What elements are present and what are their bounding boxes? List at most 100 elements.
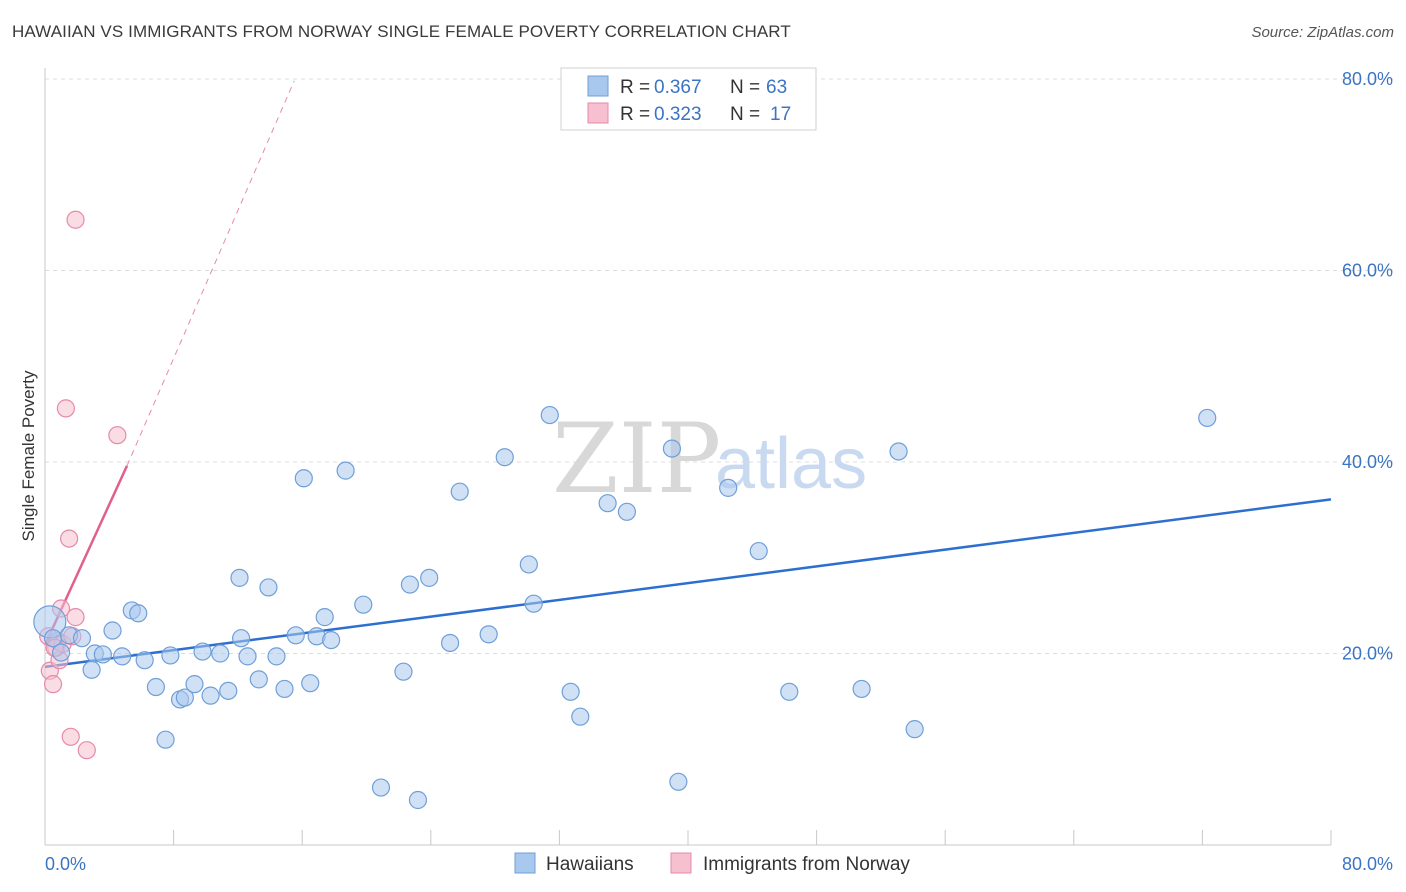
data-point-hawaiians	[249, 670, 268, 689]
correlation-legend: R = 0.367 N = 63 R = 0.323 N = 17	[560, 67, 817, 131]
data-point-hawaiians	[193, 642, 212, 661]
data-point-norway	[77, 741, 96, 760]
legend-r-label: R =	[620, 104, 650, 125]
trend-line-norway-extension	[126, 80, 295, 467]
watermark: ZIP atlas	[552, 403, 867, 515]
watermark-atlas: atlas	[715, 424, 867, 504]
data-point-hawaiians	[201, 686, 220, 705]
data-point-hawaiians	[275, 679, 294, 699]
legend-label-hawaiians: Hawaiians	[546, 854, 634, 875]
data-point-hawaiians	[146, 677, 166, 697]
data-point-norway	[60, 529, 79, 548]
watermark-zip: ZIP	[552, 403, 721, 515]
data-point-hawaiians	[129, 604, 148, 623]
data-point-hawaiians	[51, 643, 71, 662]
data-point-hawaiians	[889, 442, 908, 461]
data-point-hawaiians	[1198, 408, 1217, 428]
data-point-hawaiians	[905, 720, 924, 739]
trend-line-hawaiians	[44, 498, 1332, 669]
data-point-hawaiians	[749, 541, 768, 561]
data-point-hawaiians	[524, 594, 543, 613]
data-point-norway	[56, 399, 75, 418]
data-point-hawaiians	[561, 682, 580, 701]
y-tick-label: 20.0%	[1342, 644, 1393, 664]
data-point-hawaiians	[267, 647, 286, 666]
data-point-hawaiians	[103, 621, 122, 640]
legend-n-label: N =	[730, 104, 760, 125]
data-point-hawaiians	[93, 645, 112, 664]
legend-swatch-hawaiians	[514, 852, 536, 874]
series-immigrants-from-norway	[39, 210, 127, 760]
x-tick-label-min: 0.0%	[45, 854, 86, 874]
data-point-hawaiians	[113, 647, 132, 666]
y-tick-label: 80.0%	[1342, 69, 1393, 89]
data-point-hawaiians	[852, 679, 871, 699]
data-point-hawaiians	[780, 682, 799, 701]
data-point-hawaiians	[72, 629, 92, 648]
y-tick-label: 40.0%	[1342, 452, 1393, 472]
data-point-hawaiians	[185, 675, 204, 694]
data-point-hawaiians	[336, 461, 355, 480]
legend-label-norway: Immigrants from Norway	[703, 854, 910, 875]
data-point-hawaiians	[420, 568, 439, 587]
data-point-hawaiians	[322, 630, 341, 650]
legend-swatch-norway	[670, 852, 692, 874]
data-point-hawaiians	[82, 660, 101, 679]
data-point-hawaiians	[440, 633, 460, 653]
y-tick-label: 60.0%	[1342, 261, 1393, 281]
source-label: Source: ZipAtlas.com	[1251, 24, 1394, 41]
data-point-hawaiians	[219, 681, 238, 700]
data-point-hawaiians	[519, 555, 538, 574]
data-point-hawaiians	[354, 595, 373, 614]
y-axis-tick-labels: 20.0% 40.0% 60.0% 80.0%	[1342, 69, 1393, 664]
legend-r-value: 0.323	[654, 104, 702, 125]
series-legend: Hawaiians Immigrants from Norway	[514, 852, 910, 875]
legend-swatch-hawaiians	[587, 75, 609, 97]
data-point-norway	[43, 675, 63, 694]
data-point-hawaiians	[571, 707, 590, 726]
legend-n-value: 17	[770, 104, 791, 125]
legend-n-value: 63	[766, 77, 787, 98]
data-point-hawaiians	[598, 494, 617, 513]
x-axis-ticks	[173, 830, 1332, 845]
data-point-hawaiians	[238, 647, 257, 666]
data-point-hawaiians	[617, 502, 637, 521]
data-point-norway	[61, 727, 80, 746]
y-axis-label: Single Female Poverty	[19, 370, 38, 542]
data-point-hawaiians	[662, 439, 682, 458]
data-point-hawaiians	[371, 778, 391, 797]
data-point-norway	[66, 608, 85, 627]
data-point-hawaiians	[400, 575, 420, 594]
data-point-hawaiians	[211, 644, 230, 663]
data-point-hawaiians	[719, 478, 738, 497]
data-point-hawaiians	[495, 448, 514, 467]
data-point-hawaiians	[156, 730, 175, 749]
legend-r-value: 0.367	[654, 77, 702, 98]
grid-lines	[45, 78, 1393, 654]
data-point-hawaiians	[232, 629, 251, 648]
data-point-hawaiians	[286, 626, 305, 645]
legend-r-label: R =	[620, 77, 650, 98]
data-point-hawaiians	[175, 688, 194, 707]
data-point-hawaiians	[315, 608, 334, 627]
data-point-hawaiians	[301, 674, 320, 693]
legend-n-label: N =	[730, 77, 760, 98]
data-point-hawaiians	[669, 772, 688, 791]
data-point-norway	[108, 426, 127, 445]
data-point-hawaiians	[479, 625, 498, 644]
data-point-hawaiians	[259, 578, 278, 597]
data-point-hawaiians	[161, 646, 180, 665]
data-point-hawaiians	[540, 405, 559, 425]
data-point-hawaiians	[450, 482, 469, 501]
data-point-hawaiians	[394, 662, 413, 681]
x-tick-label-max: 80.0%	[1342, 854, 1393, 874]
series-hawaiians	[33, 405, 1217, 810]
data-point-norway	[66, 210, 85, 229]
chart-title: HAWAIIAN VS IMMIGRANTS FROM NORWAY SINGL…	[12, 22, 791, 41]
data-point-hawaiians	[294, 469, 313, 488]
data-point-hawaiians	[135, 651, 154, 670]
data-point-hawaiians	[408, 790, 428, 810]
data-point-hawaiians	[230, 568, 249, 587]
legend-swatch-norway	[587, 102, 609, 124]
